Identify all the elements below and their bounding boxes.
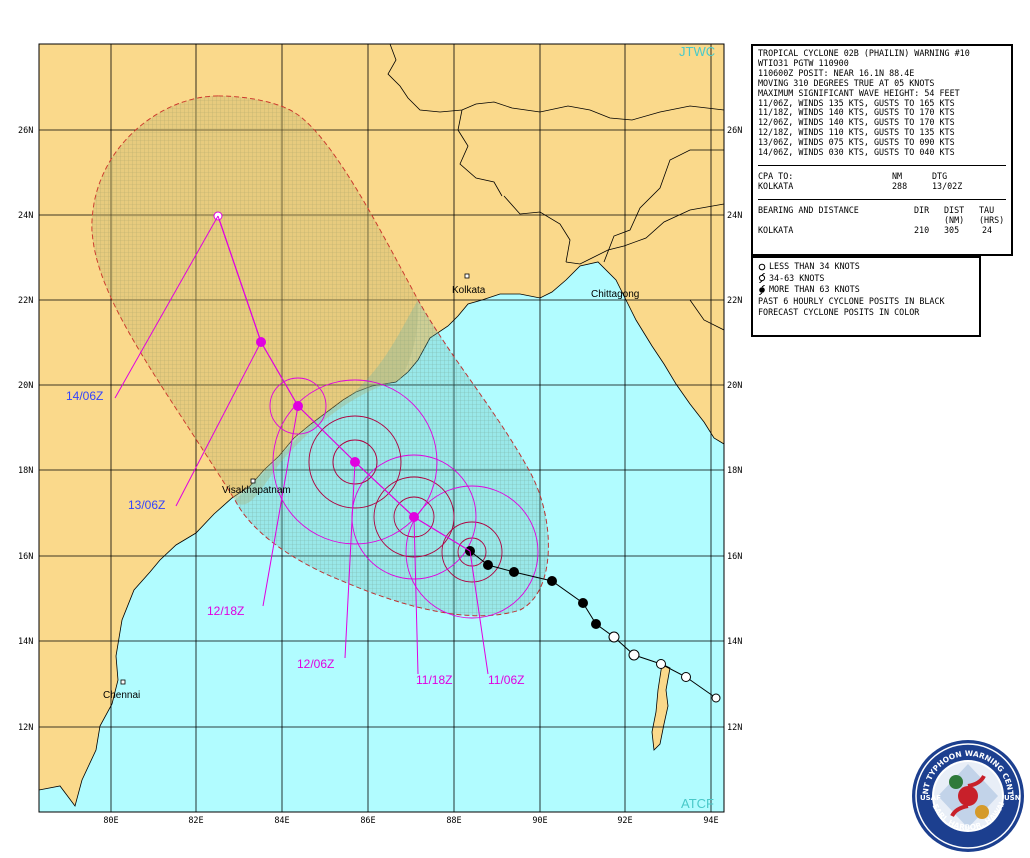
svg-text:20N: 20N [727, 381, 742, 391]
city-visakhapatnam: Visakhapatnam [222, 485, 291, 496]
svg-text:16N: 16N [727, 552, 742, 562]
svg-text:12N: 12N [18, 723, 33, 733]
warning-position: 110600Z POSIT: NEAR 16.1N 88.4E [758, 67, 915, 78]
forecast-line: 12/18Z, WINDS 110 KTS, GUSTS TO 135 KTS [758, 127, 955, 138]
warning-movement: MOVING 310 DEGREES TRUE AT 05 KNOTS [758, 77, 935, 88]
warning-header-code: WTIO31 PGTW 110900 [758, 57, 849, 68]
forecast-label-13-06z: 13/06Z [128, 498, 165, 512]
past-track [465, 546, 721, 703]
city-kolkata: Kolkata [452, 285, 486, 296]
bearing-row: KOLKATA 210 305 24 [758, 224, 993, 235]
svg-text:80E: 80E [103, 816, 118, 826]
forecast-label-14-06z: 14/06Z [66, 389, 103, 403]
svg-text:90E: 90E [532, 816, 547, 826]
svg-text:24N: 24N [18, 211, 33, 221]
city-markers [120, 273, 470, 685]
svg-text:92E: 92E [617, 816, 632, 826]
tropical-storm-icon [758, 273, 766, 284]
forecast-label-11-18z: 11/18Z [416, 673, 452, 687]
atcf-label: ATCF [681, 796, 714, 811]
svg-text:86E: 86E [360, 816, 375, 826]
legend-box: LESS THAN 34 KNOTS 34-63 KNOTS MORE THAN… [751, 256, 981, 337]
forecast-label-11-06z: 11/06Z [488, 673, 524, 687]
svg-text:22N: 22N [18, 296, 33, 306]
svg-text:16N: 16N [18, 552, 33, 562]
warning-title: TROPICAL CYCLONE 02B (PHAILIN) WARNING #… [758, 48, 970, 58]
legend-past-posits: PAST 6 HOURLY CYCLONE POSITS IN BLACK [758, 295, 945, 306]
svg-text:14N: 14N [727, 637, 742, 647]
forecast-line: 12/06Z, WINDS 140 KTS, GUSTS TO 170 KTS [758, 117, 955, 128]
svg-text:24N: 24N [727, 211, 742, 221]
cpa-row: KOLKATA 288 13/02Z [758, 180, 963, 191]
divider [758, 164, 1006, 166]
forecast-line: 11/06Z, WINDS 135 KTS, GUSTS TO 165 KTS [758, 97, 955, 108]
legend-34-63: 34-63 KNOTS [758, 273, 974, 285]
open-circle-icon [758, 263, 766, 271]
bearing-units: (NM) (HRS) [944, 214, 1005, 225]
bearing-header: BEARING AND DISTANCE DIR DIST TAU [758, 204, 995, 215]
svg-text:18N: 18N [18, 466, 33, 476]
svg-text:94E: 94E [703, 816, 718, 826]
warning-wave-height: MAXIMUM SIGNIFICANT WAVE HEIGHT: 54 FEET [758, 87, 960, 98]
svg-text:20N: 20N [18, 381, 33, 391]
cpa-header: CPA TO: NM DTG [758, 170, 948, 181]
lon-labels: 80E 82E 84E 86E 88E 90E 92E 94E [103, 816, 718, 826]
svg-text:22N: 22N [727, 296, 742, 306]
svg-text:USN: USN [1004, 794, 1021, 802]
svg-text:82E: 82E [188, 816, 203, 826]
svg-text:12N: 12N [727, 723, 742, 733]
forecast-line: 11/18Z, WINDS 140 KTS, GUSTS TO 170 KTS [758, 107, 955, 118]
warning-info-box: TROPICAL CYCLONE 02B (PHAILIN) WARNING #… [751, 44, 1013, 256]
svg-text:USAF: USAF [920, 794, 941, 802]
forecast-label-12-06z: 12/06Z [297, 657, 334, 671]
city-chennai: Chennai [103, 690, 140, 701]
typhoon-icon [758, 284, 766, 295]
andaman-islands [651, 663, 671, 751]
map-frame [38, 43, 725, 813]
svg-text:88E: 88E [446, 816, 461, 826]
jtwc-label: JTWC [679, 44, 715, 59]
forecast-line: 13/06Z, WINDS 075 KTS, GUSTS TO 090 KTS [758, 137, 955, 148]
svg-text:84E: 84E [274, 816, 289, 826]
svg-text:26N: 26N [727, 126, 742, 136]
svg-text:18N: 18N [727, 466, 742, 476]
forecast-line: 14/06Z, WINDS 030 KTS, GUSTS TO 040 KTS [758, 147, 955, 158]
divider [758, 198, 1006, 200]
svg-text:26N: 26N [18, 126, 33, 136]
lat-labels-left: 26N 24N 22N 20N 18N 16N 14N 12N [18, 126, 33, 733]
lat-labels-right: 26N 24N 22N 20N 18N 16N 14N 12N [727, 126, 742, 733]
forecast-label-12-18z: 12/18Z [207, 604, 244, 618]
legend-less-34: LESS THAN 34 KNOTS [758, 261, 974, 273]
city-chittagong: Chittagong [591, 289, 639, 300]
jtwc-seal-logo: JOINT TYPHOON WARNING CENTER PEARL HARBO… [910, 738, 1024, 852]
legend-forecast-posits: FORECAST CYCLONE POSITS IN COLOR [758, 307, 920, 317]
forecast-leaders [114, 215, 489, 675]
svg-text:14N: 14N [18, 637, 33, 647]
legend-more-63: MORE THAN 63 KNOTS [758, 284, 974, 296]
